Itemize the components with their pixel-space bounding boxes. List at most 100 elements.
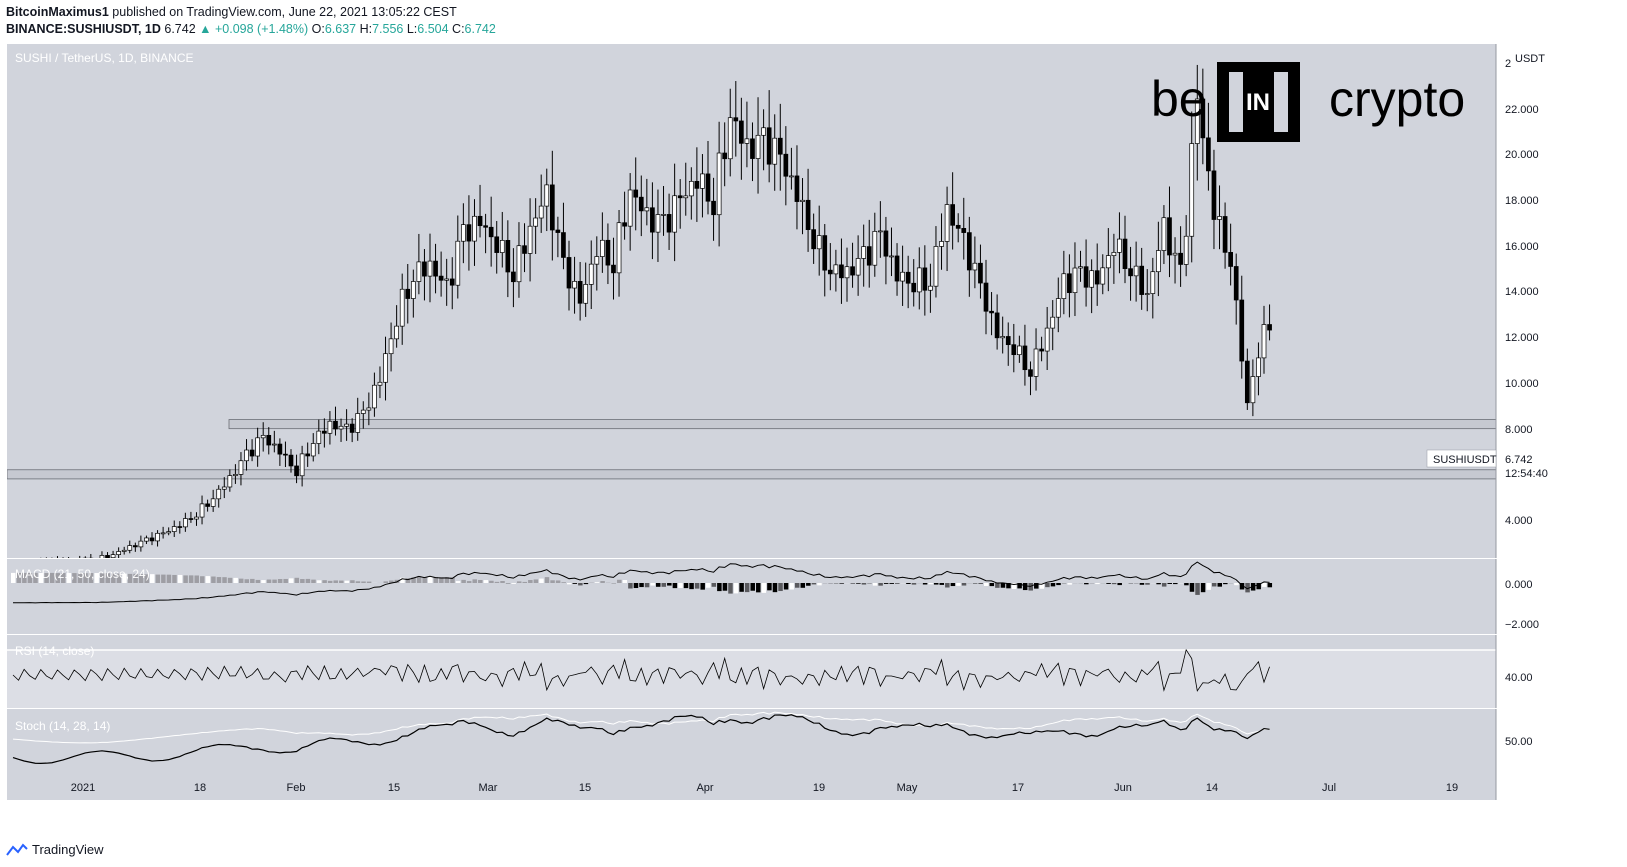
- macd-bar: [678, 583, 683, 588]
- candle-down: [249, 449, 255, 457]
- candle-up: [800, 199, 805, 202]
- macd-bar: [227, 577, 233, 583]
- candle-up: [138, 540, 144, 548]
- candle-down: [827, 269, 833, 275]
- candle-down: [422, 261, 427, 277]
- tradingview-logo-icon: [6, 842, 28, 856]
- macd-bar: [66, 573, 72, 583]
- candle-up: [1194, 98, 1200, 144]
- candle-down: [883, 230, 889, 257]
- open-label: O:: [311, 22, 325, 36]
- macd-bar: [544, 577, 550, 583]
- candle-down: [739, 120, 744, 144]
- macd-bar: [711, 583, 717, 587]
- macd-bar: [61, 573, 66, 583]
- pane-title: SUSHI / TetherUS, 1D, BINANCE: [15, 51, 194, 65]
- candle-up: [199, 503, 205, 518]
- candle-up: [527, 225, 533, 254]
- candle-up: [933, 246, 939, 287]
- macd-pane-bg: [7, 559, 1496, 634]
- candle-up: [1100, 267, 1106, 285]
- macd-bar: [1095, 583, 1100, 585]
- candle-down: [766, 127, 772, 165]
- macd-bar: [433, 577, 439, 583]
- footer-brand[interactable]: TradingView: [32, 842, 104, 857]
- macd-bar: [16, 572, 22, 583]
- rsi-title: RSI (14, close): [15, 644, 94, 658]
- candle-up: [461, 224, 466, 242]
- price-tick: 14.000: [1505, 286, 1539, 298]
- macd-tick: 0.000: [1505, 579, 1533, 591]
- candle-up: [833, 264, 839, 275]
- macd-bar: [811, 583, 817, 585]
- candle-up: [1089, 270, 1094, 288]
- time-axis-label: 17: [1012, 782, 1024, 794]
- candle-up: [377, 381, 383, 386]
- macd-bar: [138, 574, 144, 583]
- macd-bar: [1234, 583, 1239, 586]
- candle-up: [1072, 267, 1078, 294]
- time-axis-labels: 2021 18 Feb 15 Mar 15 Apr 19 May 17 Jun 14 Jul 19: [71, 782, 1458, 794]
- candle-up: [944, 204, 950, 242]
- candle-down: [905, 271, 911, 284]
- macd-line: [12, 561, 1270, 604]
- symbol-label[interactable]: BINANCE:SUSHIUSDT, 1D: [6, 22, 161, 36]
- low-value: 6.504: [417, 22, 449, 36]
- macd-bar: [238, 578, 244, 583]
- candle-down: [449, 278, 455, 286]
- price-pane[interactable]: SUSHI / TetherUS, 1D, BINANCE be IN cryp…: [7, 44, 1557, 558]
- macd-bar: [49, 572, 55, 583]
- macd-bar: [305, 578, 311, 583]
- time-axis-label: 19: [1446, 782, 1458, 794]
- candle-up: [1189, 143, 1195, 237]
- candle-down: [733, 117, 739, 122]
- price-axis[interactable]: USDT 2 22.000 20.000 18.000 16.000 14.00…: [1426, 53, 1555, 527]
- macd-bar: [327, 580, 333, 583]
- macd-pane[interactable]: MACD (21, 50, close, 24) 0.000 −2.000: [7, 559, 1557, 634]
- macd-bar: [1184, 583, 1189, 586]
- candle-down: [633, 189, 639, 198]
- macd-bar: [728, 583, 733, 594]
- macd-bar: [767, 583, 772, 591]
- macd-bar: [116, 573, 122, 583]
- macd-bar: [350, 580, 355, 583]
- macd-bar: [639, 583, 644, 588]
- candle-down: [188, 518, 194, 520]
- candle-up: [233, 474, 238, 476]
- candle-up: [1117, 238, 1122, 253]
- macd-bar: [567, 583, 572, 585]
- rsi-pane[interactable]: RSI (14, close) 40.00: [7, 635, 1557, 708]
- macd-bar: [1056, 583, 1061, 586]
- macd-bar: [583, 583, 589, 585]
- macd-bar: [416, 576, 422, 583]
- macd-bar: [422, 577, 427, 583]
- candle-up: [110, 554, 116, 558]
- stoch-pane[interactable]: Stoch (14, 28, 14) 50.00: [7, 709, 1557, 774]
- price-tick: 20.000: [1505, 149, 1539, 161]
- candle-up: [672, 195, 677, 233]
- macd-bar: [733, 583, 739, 594]
- price-tick: 4.000: [1505, 515, 1533, 527]
- candle-down: [811, 229, 816, 250]
- candle-up: [1044, 327, 1050, 352]
- candle-down: [750, 138, 755, 159]
- time-axis-label: 2021: [71, 782, 95, 794]
- candle-up: [588, 263, 594, 285]
- candle-down: [866, 246, 872, 266]
- candle-down: [438, 275, 444, 281]
- candle-down: [989, 310, 994, 314]
- price-tick: 22.000: [1505, 104, 1539, 116]
- candle-up: [1261, 324, 1267, 359]
- macd-bar: [1206, 583, 1211, 590]
- author-name[interactable]: BitcoinMaximus1: [6, 5, 109, 19]
- time-axis[interactable]: 2021 18 Feb 15 Mar 15 Apr 19 May 17 Jun 14 Jul 19: [7, 774, 1557, 800]
- candle-down: [777, 137, 783, 155]
- candle-up: [872, 231, 878, 266]
- candle-down: [1005, 336, 1011, 346]
- candle-up: [1050, 316, 1056, 329]
- open-value: 6.637: [324, 22, 357, 36]
- macd-bar: [928, 583, 933, 585]
- publish-line: BitcoinMaximus1 published on TradingView…: [6, 5, 457, 19]
- macd-bar: [255, 579, 261, 583]
- chart-area[interactable]: SUSHI / TetherUS, 1D, BINANCE be IN cryp…: [7, 44, 1557, 834]
